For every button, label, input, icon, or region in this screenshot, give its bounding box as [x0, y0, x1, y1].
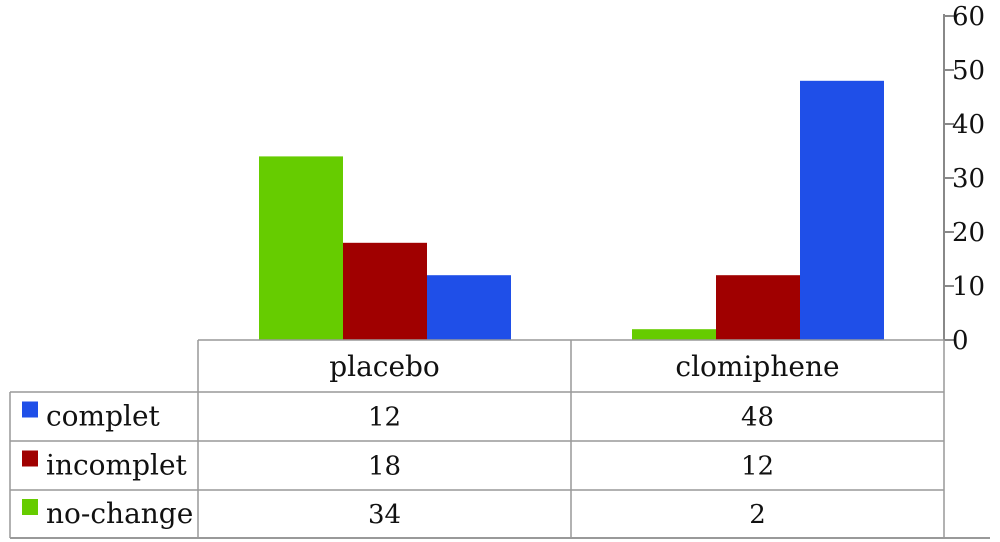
category-label-placebo: placebo [329, 350, 440, 383]
bar-complet-clomiphene [800, 80, 884, 341]
legend-swatch-incomplet [22, 450, 38, 467]
bar-no-change-placebo [259, 156, 343, 340]
legend-label-complet: complet [46, 400, 161, 433]
category-label-clomiphene: clomiphene [675, 350, 839, 383]
y-tick-label: 30 [952, 164, 985, 194]
y-tick-label: 10 [952, 272, 985, 302]
bar-no-change-clomiphene [632, 329, 716, 340]
data-table: placebo clomiphene complet 12 48 incomplet 18 1… [9, 339, 990, 539]
y-axis: 0 10 20 30 40 50 60 [943, 2, 985, 356]
y-tick-label: 0 [952, 326, 969, 356]
y-tick-label: 40 [952, 110, 985, 140]
table-cell-no-change-placebo: 34 [368, 500, 401, 530]
table-cell-complet-placebo: 12 [368, 403, 401, 433]
legend-label-no-change: no-change [46, 497, 193, 530]
y-tick-label: 20 [952, 218, 985, 248]
table-cell-incomplet-placebo: 18 [368, 452, 401, 482]
bar-complet-placebo [427, 275, 511, 340]
table-cell-complet-clomiphene: 48 [741, 403, 774, 433]
legend-label-incomplet: incomplet [46, 449, 188, 482]
y-tick-label: 50 [952, 56, 985, 86]
y-tick-label: 60 [952, 2, 985, 32]
table-cell-no-change-clomiphene: 2 [749, 500, 766, 530]
legend-swatch-complet [22, 401, 38, 418]
bar-incomplet-placebo [343, 242, 427, 340]
legend-swatch-no-change [22, 499, 38, 515]
bars-group [259, 80, 884, 341]
bar-incomplet-clomiphene [716, 275, 800, 340]
table-cell-incomplet-clomiphene: 12 [741, 452, 774, 482]
